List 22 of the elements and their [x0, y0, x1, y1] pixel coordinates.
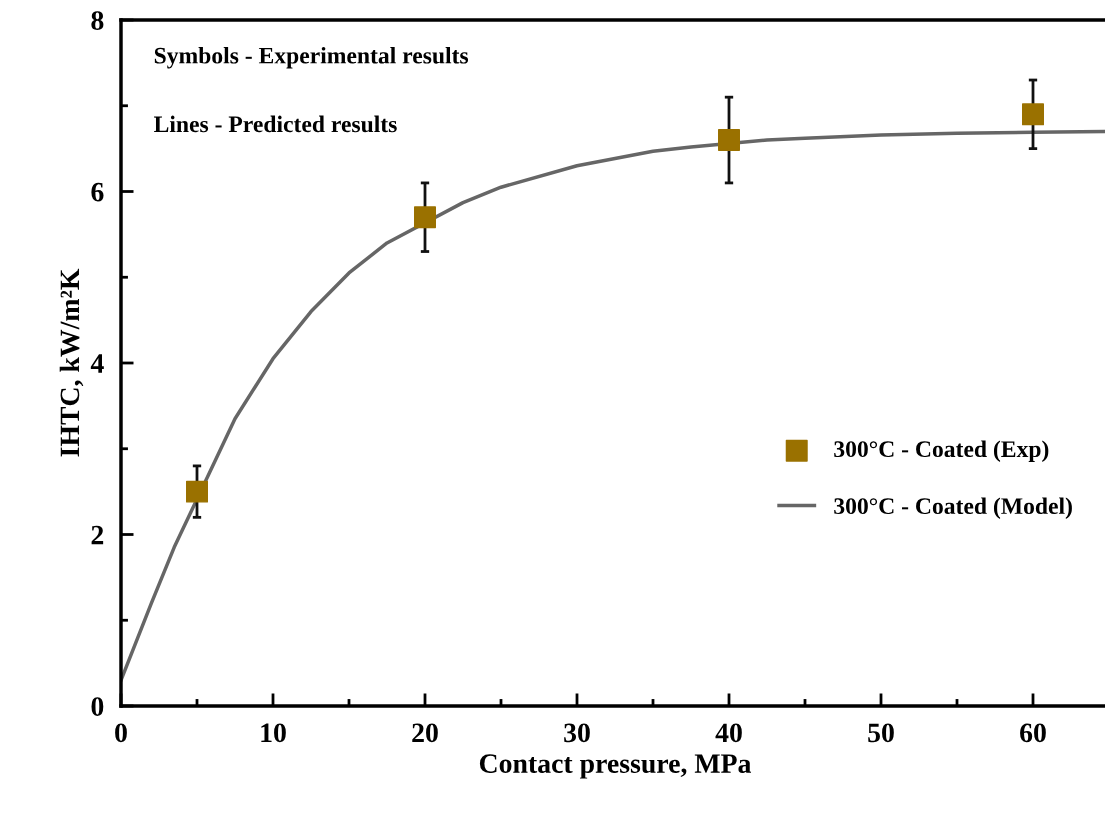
point [718, 129, 740, 152]
legend-label: 300°C - Coated (Exp) [834, 440, 1049, 462]
y-tick-label: 8 [91, 11, 104, 30]
x-tick-label: 10 [261, 723, 286, 743]
y-axis-title: IHTC, kW/m²K [59, 268, 84, 457]
y-tick-label: 4 [90, 354, 104, 373]
y-tick-label: 6 [91, 182, 104, 202]
x-tick-label: 0 [115, 723, 127, 743]
x-tick-label: 50 [868, 723, 894, 743]
y-tick-label: 2 [91, 525, 104, 545]
point [414, 206, 436, 229]
legend-label: 300°C - Coated (Model) [834, 497, 1072, 519]
annotation: Symbols - Experimental results [154, 46, 469, 69]
x-axis-title: Contact pressure, MPa [479, 754, 752, 779]
point [1022, 103, 1044, 126]
x-tick-label: 30 [564, 723, 590, 743]
x-tick-label: 60 [1020, 723, 1046, 743]
annotation: Lines - Predicted results [154, 115, 397, 133]
x-tick-label: 40 [715, 723, 742, 743]
y-tick-label: 0 [91, 697, 104, 716]
x-tick-label: 20 [412, 723, 438, 743]
point [186, 480, 208, 503]
